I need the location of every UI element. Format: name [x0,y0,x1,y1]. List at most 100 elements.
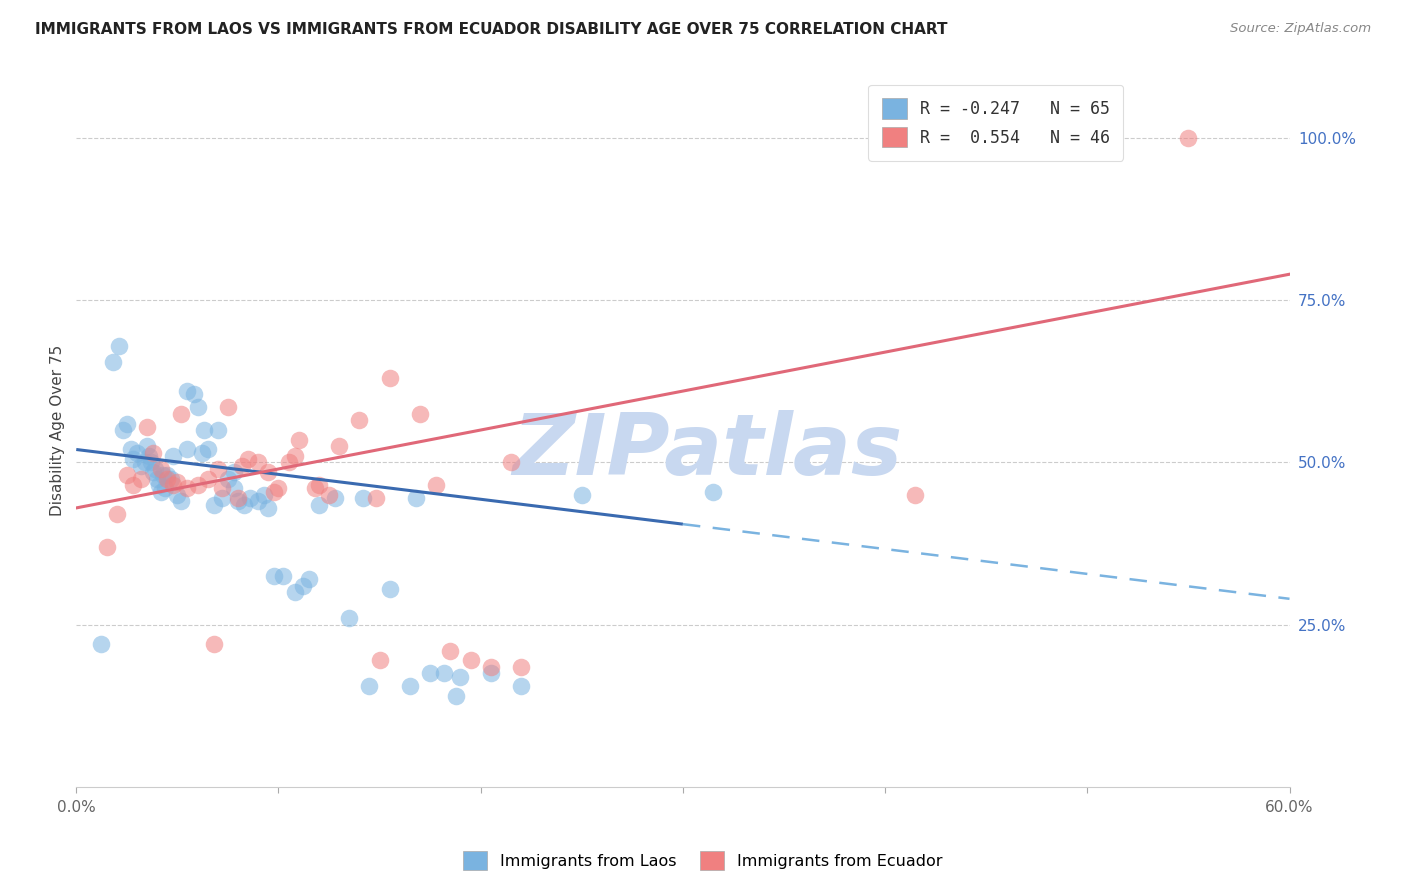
Point [446,689,468,703]
Y-axis label: Disability Age Over 75: Disability Age Over 75 [51,344,65,516]
Point [571,488,593,502]
Point [236,452,259,467]
Point [359,680,381,694]
Point [460,653,482,667]
Point [176,482,198,496]
Point [190,446,212,460]
Point [146,472,169,486]
Point [399,680,422,694]
Point [160,472,183,486]
Point [129,472,152,486]
Point [152,468,174,483]
Point [187,478,209,492]
Point [257,500,280,515]
Point [120,442,142,457]
Point [139,455,162,469]
Point [150,462,173,476]
Point [337,611,360,625]
Point [226,494,249,508]
Point [510,660,533,674]
Point [222,482,245,496]
Point [150,484,173,499]
Point [263,569,285,583]
Point [162,449,184,463]
Point [136,419,159,434]
Point [136,439,159,453]
Point [226,491,249,506]
Point [155,482,177,496]
Point [364,491,387,506]
Point [425,478,447,492]
Point [298,572,321,586]
Point [904,488,927,502]
Point [138,449,160,463]
Point [134,455,156,469]
Point [378,371,401,385]
Point [176,384,198,398]
Point [111,423,134,437]
Point [122,452,145,467]
Legend: Immigrants from Laos, Immigrants from Ecuador: Immigrants from Laos, Immigrants from Ec… [457,845,949,877]
Point [202,637,225,651]
Point [308,498,330,512]
Point [233,498,256,512]
Point [202,498,225,512]
Point [352,491,374,506]
Point [257,465,280,479]
Point [433,666,456,681]
Point [291,579,314,593]
Point [156,472,179,486]
Point [405,491,427,506]
Point [328,439,350,453]
Point [1177,131,1199,145]
Point [239,491,262,506]
Point [284,449,307,463]
Point [217,472,239,486]
Point [170,407,193,421]
Point [166,475,188,489]
Point [197,442,219,457]
Point [349,413,371,427]
Text: IMMIGRANTS FROM LAOS VS IMMIGRANTS FROM ECUADOR DISABILITY AGE OVER 75 CORRELATI: IMMIGRANTS FROM LAOS VS IMMIGRANTS FROM … [35,22,948,37]
Point [409,407,432,421]
Point [267,482,290,496]
Point [284,585,307,599]
Point [211,491,233,506]
Point [156,468,179,483]
Text: ZIPatlas: ZIPatlas [512,410,903,493]
Point [193,423,215,437]
Point [253,488,276,502]
Point [231,458,253,473]
Point [439,644,461,658]
Point [499,455,522,469]
Point [323,491,346,506]
Point [105,508,128,522]
Point [378,582,401,596]
Point [125,446,148,460]
Point [368,653,391,667]
Point [101,355,124,369]
Point [162,478,184,492]
Point [176,442,198,457]
Point [183,387,205,401]
Point [187,401,209,415]
Point [287,433,309,447]
Point [211,482,233,496]
Point [142,446,165,460]
Point [170,494,193,508]
Point [207,423,229,437]
Point [217,401,239,415]
Point [107,338,129,352]
Point [702,484,724,499]
Point [449,670,471,684]
Point [277,455,299,469]
Point [148,478,170,492]
Text: Source: ZipAtlas.com: Source: ZipAtlas.com [1230,22,1371,36]
Point [222,465,245,479]
Legend: R = -0.247   N = 65, R =  0.554   N = 46: R = -0.247 N = 65, R = 0.554 N = 46 [869,85,1123,161]
Point [479,666,502,681]
Point [207,462,229,476]
Point [308,478,330,492]
Point [247,455,270,469]
Point [96,540,118,554]
